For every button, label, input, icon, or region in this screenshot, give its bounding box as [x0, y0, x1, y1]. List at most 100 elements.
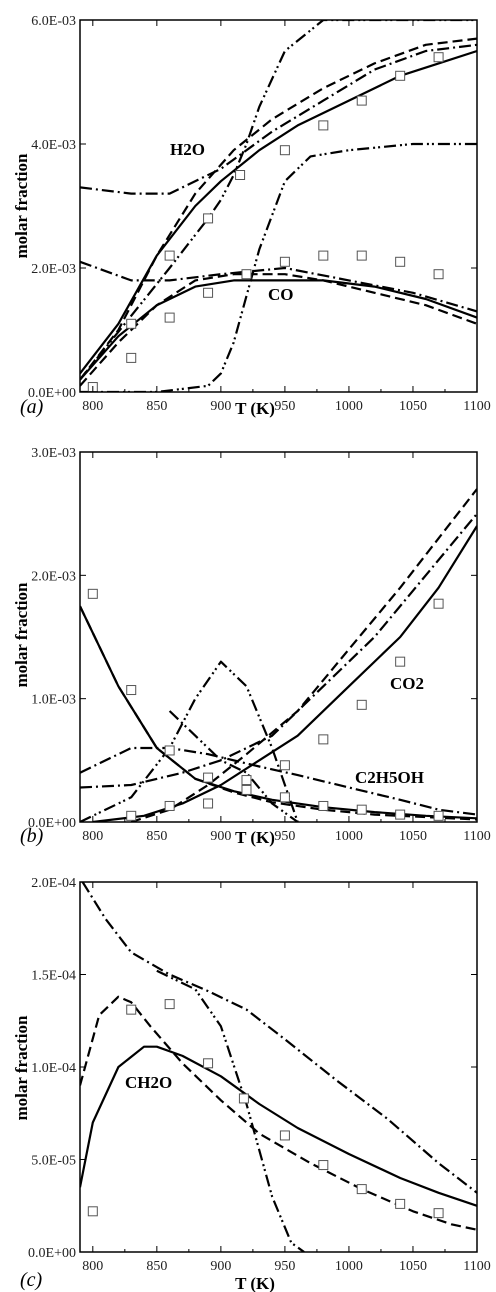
panel-label: (c): [20, 1269, 43, 1291]
species-label-h2o: H2O: [170, 140, 205, 159]
data-point-h2o: [164, 250, 175, 261]
x-tick-label: 1050: [399, 829, 427, 844]
x-tick-label: 800: [82, 829, 103, 844]
x-tick-label: 1050: [399, 399, 427, 414]
data-point-co: [395, 256, 406, 267]
x-tick-label: 950: [274, 829, 295, 844]
data-point-co2: [395, 656, 406, 667]
x-tick-label: 950: [274, 1259, 295, 1274]
series-line-h2o-dashed: [80, 37, 477, 381]
data-point-ch2o: [279, 1130, 290, 1141]
x-tick-label: 1050: [399, 1259, 427, 1274]
species-label-co: CO: [268, 285, 294, 304]
data-point-c2h5oh: [203, 772, 214, 783]
curves: [80, 882, 477, 1252]
x-tick-label: 1100: [463, 1259, 490, 1274]
series-line-c2h5oh-dashed: [80, 605, 477, 821]
series-line-c2h5oh-dashdotdot: [168, 710, 299, 822]
data-point-co: [126, 318, 137, 329]
y-axis-title: molar fraction: [12, 153, 31, 259]
data-point-h2o: [395, 70, 406, 81]
data-point-h2o: [235, 170, 246, 180]
data-point-co2: [203, 798, 214, 809]
data-point-ch2o: [318, 1160, 329, 1171]
species-label-c2h5oh: C2H5OH: [355, 768, 424, 787]
data-point-co: [164, 312, 175, 323]
data-point-h2o: [318, 120, 329, 131]
data-point-ch2o: [433, 1208, 444, 1219]
y-tick-label: 1.0E-04: [31, 1061, 76, 1076]
x-tick-label: 1000: [335, 399, 363, 414]
y-tick-label: 3.0E-03: [31, 446, 76, 461]
data-point-co2: [356, 699, 367, 710]
curves: [80, 20, 477, 392]
series-line-ch2o-solid: [80, 1045, 477, 1207]
data-point-c2h5oh: [318, 800, 329, 811]
data-point-co: [203, 287, 214, 298]
y-tick-label: 0.0E+00: [28, 386, 76, 401]
data-point-co: [279, 256, 290, 267]
plot-frame: [79, 19, 478, 393]
series-line-h2o-dashdotdot: [80, 20, 477, 381]
plot-frame: [79, 881, 478, 1253]
data-point-h2o: [203, 213, 214, 224]
panel-label: (a): [20, 396, 44, 418]
species-label-co2: CO2: [390, 674, 424, 693]
data-point-co2: [126, 810, 137, 821]
data-point-h2o: [126, 352, 137, 363]
data-point-co2: [433, 598, 444, 609]
data-point-ch2o: [164, 999, 175, 1010]
data-point-ch2o: [126, 1004, 137, 1015]
x-tick-label: 850: [146, 1259, 167, 1274]
data-point-h2o: [433, 52, 444, 63]
data-point-ch2o: [238, 1093, 249, 1104]
x-tick-label: 950: [274, 399, 295, 414]
series-line-co-dashed: [80, 273, 477, 387]
x-axis-title: T (K): [235, 399, 275, 418]
series-line-ch2o-dashdotdot: [156, 969, 305, 1252]
plot-frame: [79, 451, 478, 823]
data-point-co: [241, 269, 252, 280]
x-tick-label: 900: [210, 1259, 231, 1274]
data-point-ch2o: [87, 1206, 98, 1217]
data-point-co2: [318, 734, 329, 745]
panel-3: 800 850 900 950 1000 1050 1100 0.0E+00 5.0E-05 1.…: [12, 876, 491, 1292]
y-tick-label: 0.0E+00: [28, 1246, 76, 1261]
data-point-c2h5oh: [433, 810, 444, 821]
panel-1: 800 850 900 950 1000 1050 1100 0.0E+00 2.0E-03 4.…: [12, 14, 491, 418]
series-line-co-dashdotdot: [80, 142, 477, 392]
x-axis-title: T (K): [235, 1274, 275, 1292]
series-line-ch2o-dashed: [80, 995, 477, 1231]
series-line-co-solid: [80, 279, 477, 381]
x-tick-label: 1000: [335, 1259, 363, 1274]
data-point-c2h5oh: [241, 784, 252, 795]
y-tick-label: 1.0E-03: [31, 693, 76, 708]
data-point-h2o: [279, 145, 290, 156]
data-point-co2: [164, 800, 175, 811]
x-tick-label: 850: [146, 829, 167, 844]
x-tick-label: 800: [82, 399, 103, 414]
y-tick-label: 5.0E-05: [31, 1154, 76, 1169]
data-point-h2o: [356, 95, 367, 106]
species-label-ch2o: CH2O: [125, 1073, 172, 1092]
x-tick-label: 1100: [463, 829, 490, 844]
data-point-co2: [241, 775, 252, 786]
data-point-co: [356, 250, 367, 261]
data-point-c2h5oh: [164, 745, 175, 756]
series-line-c2h5oh-dashdot: [80, 746, 477, 816]
y-tick-label: 2.0E-03: [31, 262, 76, 277]
series-line-co2-solid: [92, 525, 477, 822]
y-tick-label: 2.0E-04: [31, 876, 76, 891]
y-tick-label: 2.0E-03: [31, 569, 76, 584]
x-tick-label: 1100: [463, 399, 490, 414]
data-point-co: [433, 269, 444, 280]
data-point-c2h5oh: [126, 685, 137, 696]
series-line-ch2o-dashdot: [81, 882, 477, 1194]
x-axis-title: T (K): [235, 828, 275, 847]
series-line-co2-dashdotdot: [80, 660, 299, 822]
y-tick-label: 4.0E-03: [31, 138, 76, 153]
data-point-c2h5oh: [279, 792, 290, 803]
x-tick-label: 850: [146, 399, 167, 414]
panel-label: (b): [20, 825, 44, 847]
